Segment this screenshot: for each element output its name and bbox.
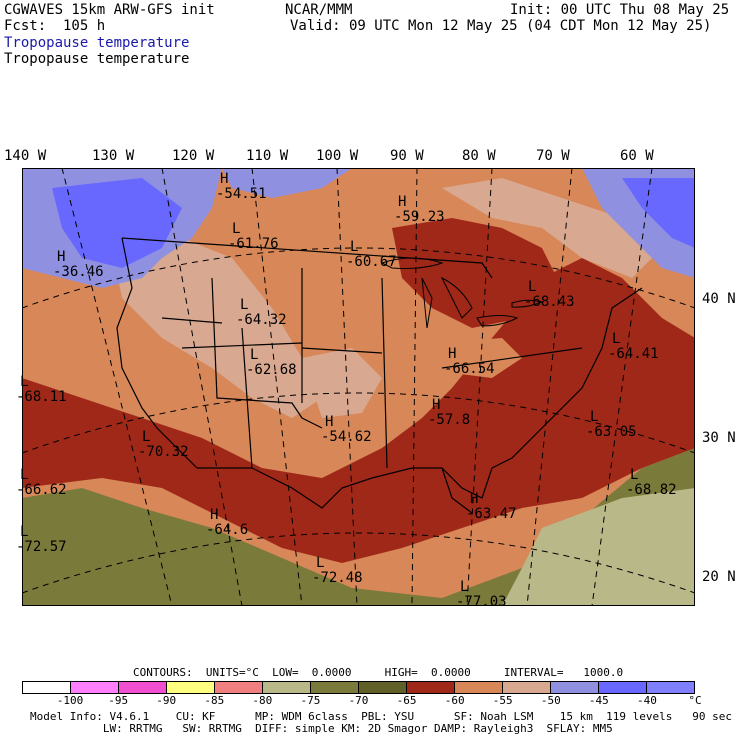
legend-swatch xyxy=(455,682,503,693)
extremum-value: -66.54 xyxy=(444,361,495,377)
lon-label: 100 W xyxy=(316,148,359,164)
extremum-value: -72.48 xyxy=(312,570,363,586)
lon-label: 120 W xyxy=(172,148,215,164)
legend-tick-label: -60 xyxy=(444,694,465,707)
low-marker: L xyxy=(528,279,537,295)
extremum-value: -62.68 xyxy=(246,362,297,378)
extremum-value: -77.03 xyxy=(456,594,507,610)
low-marker: L xyxy=(142,429,151,445)
extremum-value: -64.32 xyxy=(236,312,287,328)
forecast-hour: Fcst: 105 h xyxy=(4,18,106,34)
contour-info: CONTOURS: UNITS=°C LOW= 0.0000 HIGH= 0.0… xyxy=(133,666,624,679)
legend-tick-label: -55 xyxy=(492,694,513,707)
low-marker: L xyxy=(240,297,249,313)
extremum-value: -36.46 xyxy=(53,264,104,280)
init-time: Init: 00 UTC Thu 08 May 25 xyxy=(510,2,730,18)
lat-label: 40 N xyxy=(702,291,736,307)
color-legend xyxy=(22,681,695,694)
low-marker: L xyxy=(250,347,259,363)
legend-tick-label: -50 xyxy=(540,694,561,707)
extremum-value: -66.62 xyxy=(16,482,67,498)
low-marker: L xyxy=(20,467,29,483)
extremum-value: -57.8 xyxy=(428,412,471,428)
extremum-value: -63.05 xyxy=(586,424,637,440)
extremum-value: -64.41 xyxy=(608,346,659,362)
center-title: NCAR/MMM xyxy=(285,2,353,18)
physics-info: LW: RRTMG SW: RRTMG DIFF: simple KM: 2D … xyxy=(30,722,613,735)
extremum-value: -64.6 xyxy=(206,522,249,538)
extremum-value: -68.82 xyxy=(626,482,677,498)
legend-ticks: -100 -95 -90 -85 -80 -75 -70 -65 -60 -55 -50 -45 -40… xyxy=(22,694,712,707)
legend-tick-label: -95 xyxy=(108,694,129,707)
lon-label: 70 W xyxy=(536,148,570,164)
low-marker: L xyxy=(232,221,241,237)
field-title: Tropopause temperature xyxy=(4,51,190,67)
low-marker: L xyxy=(20,524,29,540)
high-marker: H xyxy=(210,507,219,523)
legend-tick-label: -85 xyxy=(204,694,225,707)
high-marker: H xyxy=(220,171,229,187)
high-marker: H xyxy=(448,346,457,362)
extremum-value: -70.32 xyxy=(138,444,189,460)
high-marker: H xyxy=(470,491,479,507)
legend-tick-label: °C xyxy=(688,694,702,707)
legend-swatch xyxy=(503,682,551,693)
high-marker: H xyxy=(57,249,66,265)
low-marker: L xyxy=(612,331,621,347)
low-marker: L xyxy=(316,555,325,571)
valid-time: Valid: 09 UTC Mon 12 May 25 (04 CDT Mon … xyxy=(290,18,712,34)
legend-tick-label: -40 xyxy=(636,694,657,707)
model-title: CGWAVES 15km ARW-GFS init xyxy=(4,2,215,18)
lon-label: 90 W xyxy=(390,148,424,164)
legend-tick-label: -65 xyxy=(396,694,417,707)
low-marker: L xyxy=(590,409,599,425)
extremum-value: -68.43 xyxy=(524,294,575,310)
extremum-value: -59.23 xyxy=(394,209,445,225)
legend-swatch xyxy=(23,682,71,693)
legend-tick-label: -80 xyxy=(252,694,273,707)
extremum-value: -60.67 xyxy=(346,254,397,270)
low-marker: L xyxy=(20,374,29,390)
low-marker: L xyxy=(630,467,639,483)
model-info: Model Info: V4.6.1 CU: KF MP: WDM 6class… xyxy=(30,710,732,723)
legend-tick-label: -45 xyxy=(588,694,609,707)
legend-tick-label: -90 xyxy=(156,694,177,707)
lat-label: 20 N xyxy=(702,569,736,585)
extremum-value: -54.51 xyxy=(216,186,267,202)
legend-swatch xyxy=(311,682,359,693)
legend-tick-label: -100 xyxy=(56,694,84,707)
high-marker: H xyxy=(398,194,407,210)
extremum-value: -68.11 xyxy=(16,389,67,405)
lon-label: 110 W xyxy=(246,148,289,164)
lon-label: 80 W xyxy=(462,148,496,164)
tropopause-temperature-map xyxy=(22,168,695,606)
legend-swatch xyxy=(359,682,407,693)
high-marker: H xyxy=(432,397,441,413)
extremum-value: -54.62 xyxy=(321,429,372,445)
legend-tick-label: -75 xyxy=(300,694,321,707)
legend-swatch xyxy=(551,682,599,693)
legend-swatch xyxy=(407,682,455,693)
extremum-value: -63.47 xyxy=(466,506,517,522)
lon-label: 60 W xyxy=(620,148,654,164)
lon-label: 140 W xyxy=(4,148,47,164)
legend-swatch xyxy=(71,682,119,693)
lon-label: 130 W xyxy=(92,148,135,164)
extremum-value: -72.57 xyxy=(16,539,67,555)
legend-swatch xyxy=(119,682,167,693)
legend-swatch xyxy=(599,682,647,693)
low-marker: L xyxy=(350,239,359,255)
high-marker: H xyxy=(325,414,334,430)
legend-swatch xyxy=(167,682,215,693)
legend-swatch xyxy=(263,682,311,693)
low-marker: L xyxy=(460,579,469,595)
lat-label: 30 N xyxy=(702,430,736,446)
extremum-value: -61.76 xyxy=(228,236,279,252)
legend-tick-label: -70 xyxy=(348,694,369,707)
legend-swatch xyxy=(215,682,263,693)
field-title-blue: Tropopause temperature xyxy=(4,35,190,51)
legend-swatch xyxy=(647,682,694,693)
